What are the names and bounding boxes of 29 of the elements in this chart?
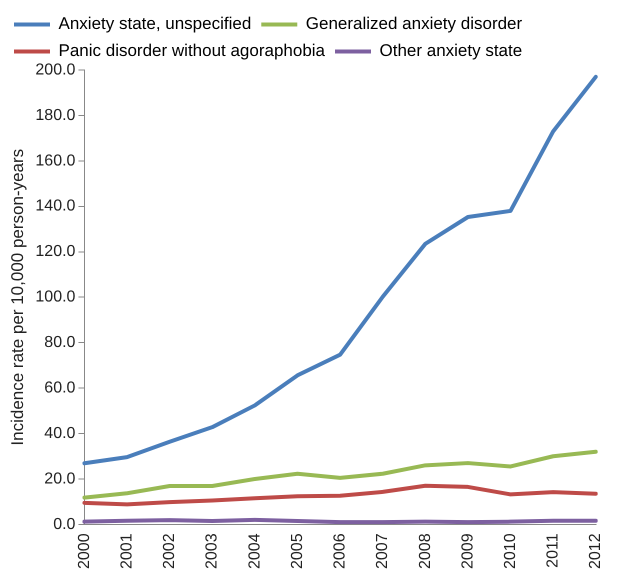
y-tick-label: 140.0 <box>35 198 76 215</box>
y-tick-label: 80.0 <box>44 334 76 352</box>
x-tick-label: 2007 <box>374 533 392 569</box>
legend-label: Panic disorder without agoraphobia <box>58 41 326 60</box>
x-tick-label: 2004 <box>246 533 264 569</box>
y-tick-label: 20.0 <box>44 470 76 488</box>
x-tick-label: 2000 <box>76 533 93 569</box>
y-tick-label: 180.0 <box>35 106 76 124</box>
x-tick-label: 2003 <box>204 533 221 569</box>
x-tick-label: 2005 <box>288 533 306 569</box>
legend-label: Generalized anxiety disorder <box>306 14 523 34</box>
x-tick-label: 2006 <box>332 533 349 569</box>
x-tick-label: 2011 <box>544 533 562 568</box>
x-tick-label: 2010 <box>502 533 519 569</box>
legend-label: Anxiety state, unspecified <box>58 14 252 34</box>
y-tick-label: 160.0 <box>35 152 76 170</box>
y-tick-label: 200.0 <box>35 61 76 78</box>
y-tick-label: 60.0 <box>44 379 76 396</box>
x-tick-label: 2001 <box>118 533 136 569</box>
legend-label: Other anxiety state <box>380 41 522 60</box>
y-tick-label: 120.0 <box>35 243 76 260</box>
y-tick-label: 0.0 <box>53 516 76 533</box>
x-tick-label: 2009 <box>459 533 476 569</box>
x-tick-label: 2012 <box>587 533 604 569</box>
x-tick-label: 2002 <box>161 533 178 569</box>
y-tick-label: 100.0 <box>35 288 76 306</box>
y-axis-title: Incidence rate per 10,000 person-years <box>8 148 27 446</box>
y-tick-label: 40.0 <box>44 424 76 442</box>
x-tick-label: 2008 <box>416 533 434 569</box>
